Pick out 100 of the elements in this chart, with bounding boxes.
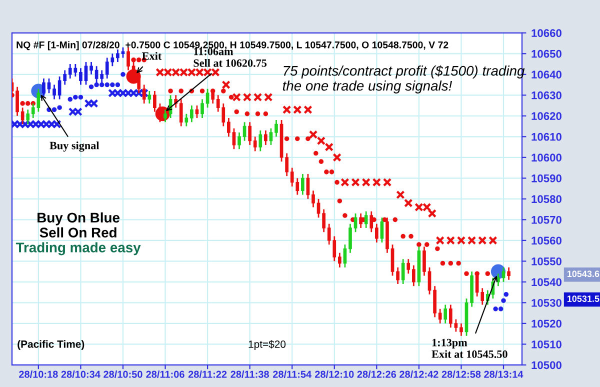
candlestick bbox=[52, 84, 56, 100]
annotation: Buy On Blue bbox=[38, 212, 120, 226]
candlestick bbox=[390, 244, 394, 276]
candlestick bbox=[206, 88, 210, 108]
annotation: Exit bbox=[142, 52, 162, 60]
candlestick bbox=[269, 128, 273, 146]
x-tick-label: 28/12:42 bbox=[400, 370, 438, 378]
candlestick bbox=[433, 285, 436, 318]
y-tick-label: 10600 bbox=[532, 154, 562, 162]
candlestick bbox=[374, 223, 378, 244]
candlestick bbox=[190, 104, 194, 123]
annotation: Sell On Red bbox=[40, 227, 116, 238]
y-tick-label: 10540 bbox=[532, 278, 562, 286]
candlestick bbox=[454, 318, 458, 332]
candlestick bbox=[47, 78, 51, 94]
candlestick bbox=[354, 212, 358, 233]
y-tick-label: 10510 bbox=[532, 340, 562, 348]
text: 10531.5 bbox=[567, 296, 600, 302]
x-tick-label: 28/10:18 bbox=[19, 370, 58, 378]
candlestick bbox=[248, 121, 252, 146]
candlestick bbox=[285, 152, 288, 177]
candlestick bbox=[238, 132, 241, 150]
annotation: 1:13pm Exit at 10545.50 bbox=[432, 338, 508, 358]
candlestick bbox=[301, 173, 304, 196]
candlestick bbox=[274, 119, 278, 138]
candlestick bbox=[412, 264, 416, 287]
x-tick-label: 28/10:50 bbox=[104, 370, 142, 378]
candlestick bbox=[438, 308, 442, 324]
candlestick bbox=[264, 130, 268, 146]
y-tick-label: 10550 bbox=[532, 257, 562, 266]
candlestick bbox=[26, 108, 30, 125]
candlestick bbox=[68, 63, 72, 80]
y-tick-label: 10560 bbox=[532, 236, 562, 245]
candlestick bbox=[184, 113, 188, 127]
candlestick bbox=[401, 258, 405, 285]
candlestick bbox=[396, 266, 400, 285]
x-tick-label: 28/11:06 bbox=[146, 370, 184, 378]
candlestick bbox=[179, 98, 183, 127]
candlestick bbox=[348, 223, 352, 254]
candlestick bbox=[370, 210, 374, 233]
candlestick bbox=[338, 252, 342, 268]
annotation: (Pacific Time) bbox=[18, 340, 84, 350]
candlestick bbox=[232, 128, 236, 150]
y-tick-label: 10610 bbox=[532, 132, 562, 141]
candlestick bbox=[79, 67, 82, 86]
y-tick-label: 10520 bbox=[532, 320, 562, 328]
candlestick bbox=[242, 121, 246, 142]
candlestick bbox=[31, 102, 35, 119]
x-tick-label: 28/12:10 bbox=[314, 370, 354, 378]
y-tick-label: 10570 bbox=[532, 216, 562, 224]
candlestick bbox=[460, 322, 463, 337]
candlestick bbox=[502, 266, 506, 283]
candlestick bbox=[116, 48, 120, 63]
candlestick bbox=[316, 198, 320, 218]
annotation: Buy signal bbox=[50, 141, 100, 152]
x-tick-label: 28/13:14 bbox=[484, 370, 524, 378]
y-tick-label: 10580 bbox=[532, 195, 562, 204]
candlestick bbox=[148, 90, 152, 104]
candlestick bbox=[422, 246, 426, 276]
candlestick bbox=[164, 108, 167, 123]
x-tick-label: 28/10:34 bbox=[61, 370, 100, 378]
y-tick-label: 10650 bbox=[532, 50, 562, 58]
x-tick-label: 28/12:58 bbox=[442, 370, 481, 378]
candlestick bbox=[343, 244, 347, 268]
y-tick-label: 10630 bbox=[532, 91, 562, 100]
candlestick bbox=[121, 46, 125, 58]
candlestick bbox=[90, 61, 93, 76]
candlestick bbox=[448, 304, 452, 328]
candlestick bbox=[227, 117, 230, 138]
candlestick bbox=[63, 70, 67, 86]
candlestick bbox=[253, 136, 257, 152]
candlestick bbox=[200, 98, 204, 119]
y-tick-label: 10640 bbox=[532, 70, 562, 79]
y-tick-label: 10660 bbox=[532, 29, 562, 38]
candlestick bbox=[359, 212, 362, 229]
candlestick bbox=[142, 84, 146, 104]
candlestick bbox=[258, 130, 262, 152]
candlestick bbox=[406, 258, 410, 274]
candlestick bbox=[428, 266, 432, 296]
text: 10543.6 bbox=[567, 270, 600, 278]
candlestick bbox=[84, 61, 88, 86]
candlestick bbox=[364, 210, 368, 229]
candlestick bbox=[58, 76, 62, 100]
annotation: 1pt=$20 bbox=[248, 340, 286, 350]
annotation: Trading made easy bbox=[16, 242, 141, 256]
candlestick bbox=[480, 287, 484, 306]
annotation: 11:06am Sell at 10620.75 bbox=[194, 48, 267, 67]
x-tick-label: 28/11:38 bbox=[230, 370, 269, 378]
candlestick bbox=[312, 190, 315, 208]
x-tick-label: 28/11:22 bbox=[188, 370, 227, 378]
y-tick-label: 10620 bbox=[532, 112, 562, 120]
y-tick-label: 10590 bbox=[532, 174, 562, 182]
candlestick bbox=[507, 266, 510, 281]
text: NQ #F [1-Min] 07/28/20 +0.7500 C 10549.2500, H 10549.7500, L 10547.7500, O 10548.7500, V 72 bbox=[16, 41, 448, 50]
candlestick bbox=[444, 304, 448, 324]
y-tick-label: 10500 bbox=[532, 361, 562, 370]
x-tick-label: 28/12:26 bbox=[357, 370, 396, 378]
y-tick-label: 10530 bbox=[532, 298, 562, 307]
x-tick-label: 28/11:54 bbox=[272, 370, 312, 378]
candlestick bbox=[36, 88, 40, 112]
